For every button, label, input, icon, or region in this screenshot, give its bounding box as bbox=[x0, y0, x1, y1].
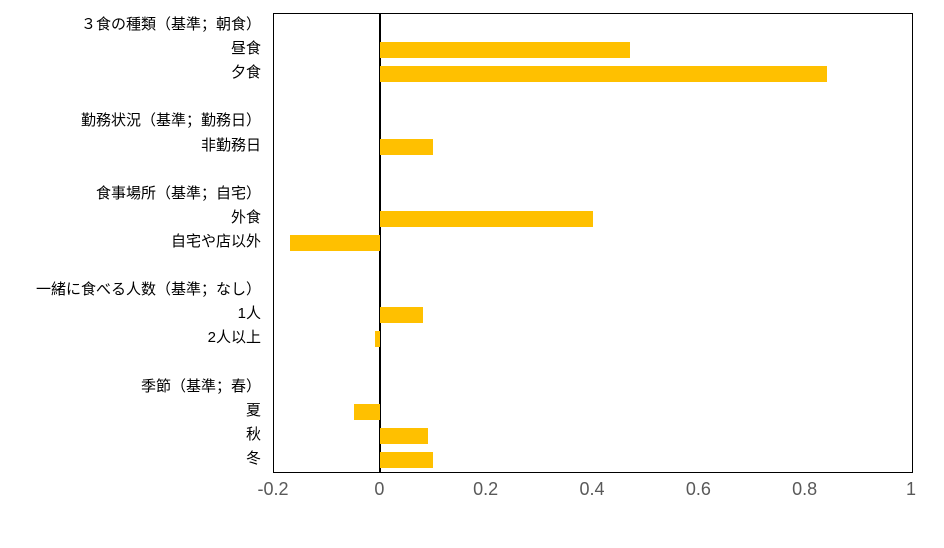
x-tick-label: 1 bbox=[905, 479, 917, 499]
bar-2 bbox=[380, 66, 827, 83]
category-label: 季節（基準；春） bbox=[140, 377, 261, 395]
bar-5 bbox=[380, 138, 434, 155]
category-label: ３食の種類（基準；朝食） bbox=[80, 16, 261, 34]
x-tick-label: 0.2 bbox=[473, 479, 499, 499]
category-label: 勤務状況（基準；勤務日） bbox=[80, 112, 261, 130]
x-tick-label: 0 bbox=[374, 479, 385, 499]
bar-17 bbox=[380, 427, 429, 444]
category-label: 一緒に食べる人数（基準；なし） bbox=[35, 281, 261, 299]
bar-9 bbox=[289, 235, 381, 251]
bar-8 bbox=[380, 210, 593, 227]
x-tick-label: 0.6 bbox=[685, 479, 711, 499]
category-label: 2人以上 bbox=[207, 329, 261, 347]
category-label: 非勤務日 bbox=[200, 136, 261, 154]
category-label: 1人 bbox=[237, 305, 261, 323]
category-label: 冬 bbox=[245, 449, 261, 467]
x-tick-label: 0.8 bbox=[792, 479, 818, 499]
category-label: 食事場所（基準；自宅） bbox=[95, 184, 261, 202]
category-label: 外食 bbox=[230, 208, 261, 226]
bar-1 bbox=[380, 42, 631, 59]
category-label: 自宅や店以外 bbox=[170, 233, 261, 250]
zero-axis-line bbox=[379, 14, 382, 472]
bar-12 bbox=[380, 307, 423, 324]
category-label: 夕食 bbox=[230, 64, 261, 82]
bar-16 bbox=[353, 403, 381, 420]
bar-18 bbox=[380, 451, 434, 468]
category-label: 夏 bbox=[245, 401, 261, 419]
bar-13 bbox=[375, 331, 381, 348]
x-tick-label: -0.2 bbox=[257, 479, 289, 499]
category-label: 秋 bbox=[245, 425, 261, 443]
x-tick-label: 0.4 bbox=[579, 479, 605, 499]
plot-area bbox=[273, 13, 913, 473]
category-label: 昼食 bbox=[230, 40, 261, 58]
